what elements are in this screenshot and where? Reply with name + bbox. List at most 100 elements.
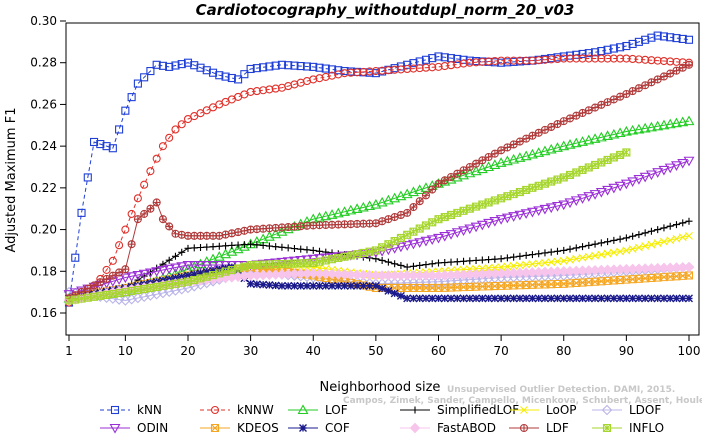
data-point bbox=[259, 86, 268, 95]
data-point bbox=[659, 56, 668, 66]
data-point bbox=[602, 423, 612, 433]
data-point bbox=[565, 170, 575, 179]
data-point bbox=[433, 233, 444, 244]
series-layer bbox=[63, 31, 695, 307]
data-point bbox=[534, 259, 543, 268]
data-point bbox=[528, 183, 537, 192]
data-point bbox=[259, 280, 268, 289]
data-point bbox=[213, 260, 225, 271]
data-point bbox=[146, 167, 155, 176]
data-point bbox=[572, 254, 581, 263]
data-point bbox=[133, 286, 142, 295]
data-point bbox=[171, 279, 180, 288]
data-point bbox=[584, 54, 593, 63]
data-point bbox=[446, 172, 456, 182]
data-point bbox=[316, 247, 324, 255]
data-point bbox=[246, 87, 255, 96]
data-point bbox=[552, 201, 563, 212]
data-point bbox=[202, 272, 211, 281]
data-point bbox=[522, 251, 530, 259]
data-point bbox=[671, 117, 682, 128]
data-point bbox=[447, 294, 456, 303]
data-point bbox=[566, 245, 574, 253]
watermark-line1: Unsupervised Outlier Detection. DAMI, 20… bbox=[447, 385, 675, 395]
data-point bbox=[202, 66, 211, 75]
data-point bbox=[421, 191, 431, 200]
legend-item-cof: COF bbox=[288, 421, 350, 434]
data-point bbox=[151, 267, 163, 277]
data-point bbox=[453, 294, 462, 303]
data-point bbox=[570, 137, 582, 148]
data-point bbox=[478, 156, 487, 165]
data-point bbox=[340, 69, 349, 78]
data-point bbox=[653, 294, 662, 303]
data-point bbox=[495, 215, 507, 225]
data-point bbox=[466, 257, 474, 265]
data-point bbox=[296, 281, 305, 290]
data-point bbox=[334, 253, 343, 262]
data-point bbox=[672, 234, 681, 243]
data-point bbox=[158, 142, 167, 151]
data-point bbox=[472, 159, 481, 168]
data-point bbox=[553, 294, 562, 303]
data-point bbox=[497, 56, 506, 65]
data-point bbox=[138, 291, 150, 303]
data-point bbox=[309, 246, 317, 254]
data-point bbox=[426, 235, 438, 245]
data-point bbox=[396, 291, 405, 300]
data-point bbox=[265, 85, 274, 94]
data-point bbox=[616, 150, 625, 159]
data-point bbox=[583, 192, 595, 202]
data-point bbox=[490, 263, 499, 272]
data-point bbox=[535, 250, 543, 258]
data-point bbox=[684, 60, 694, 69]
data-point bbox=[409, 227, 418, 236]
data-point bbox=[339, 206, 350, 216]
data-point bbox=[478, 264, 487, 273]
data-point bbox=[178, 248, 186, 256]
data-point bbox=[359, 67, 368, 76]
data-point bbox=[553, 257, 562, 266]
x-tick-label: 90 bbox=[619, 344, 634, 358]
data-point bbox=[315, 74, 324, 83]
data-point bbox=[151, 288, 162, 300]
data-point bbox=[422, 261, 430, 269]
data-point bbox=[408, 239, 419, 250]
data-point bbox=[503, 294, 512, 303]
data-point bbox=[616, 235, 624, 243]
data-point bbox=[138, 269, 150, 280]
data-point bbox=[671, 161, 682, 171]
data-point bbox=[553, 175, 562, 184]
data-point bbox=[158, 215, 167, 224]
data-point bbox=[647, 294, 656, 303]
data-point bbox=[514, 152, 526, 162]
data-point bbox=[635, 243, 643, 252]
data-point bbox=[577, 194, 588, 204]
data-point bbox=[277, 60, 286, 69]
data-point bbox=[332, 207, 344, 218]
y-tick-label: 0.28 bbox=[30, 56, 57, 70]
data-point bbox=[534, 56, 543, 65]
data-point bbox=[120, 295, 131, 306]
x-axis: 1 10 20 30 40 50 60 70 80 90 100 bbox=[65, 335, 700, 358]
data-point bbox=[627, 177, 639, 188]
data-point bbox=[515, 56, 524, 65]
data-point bbox=[664, 118, 676, 129]
data-point bbox=[415, 294, 424, 303]
x-tick-label: 100 bbox=[678, 344, 701, 358]
data-point bbox=[108, 256, 117, 265]
data-point bbox=[629, 232, 637, 240]
data-point bbox=[685, 294, 693, 303]
data-point bbox=[578, 253, 587, 262]
data-point bbox=[620, 125, 632, 136]
data-point bbox=[252, 64, 261, 73]
data-point bbox=[635, 231, 643, 239]
data-point bbox=[441, 259, 449, 267]
data-point bbox=[183, 271, 192, 280]
data-point bbox=[83, 173, 92, 182]
y-tick-label: 0.18 bbox=[30, 264, 57, 278]
data-point bbox=[208, 270, 218, 280]
data-point bbox=[591, 160, 600, 169]
data-point bbox=[683, 261, 695, 273]
